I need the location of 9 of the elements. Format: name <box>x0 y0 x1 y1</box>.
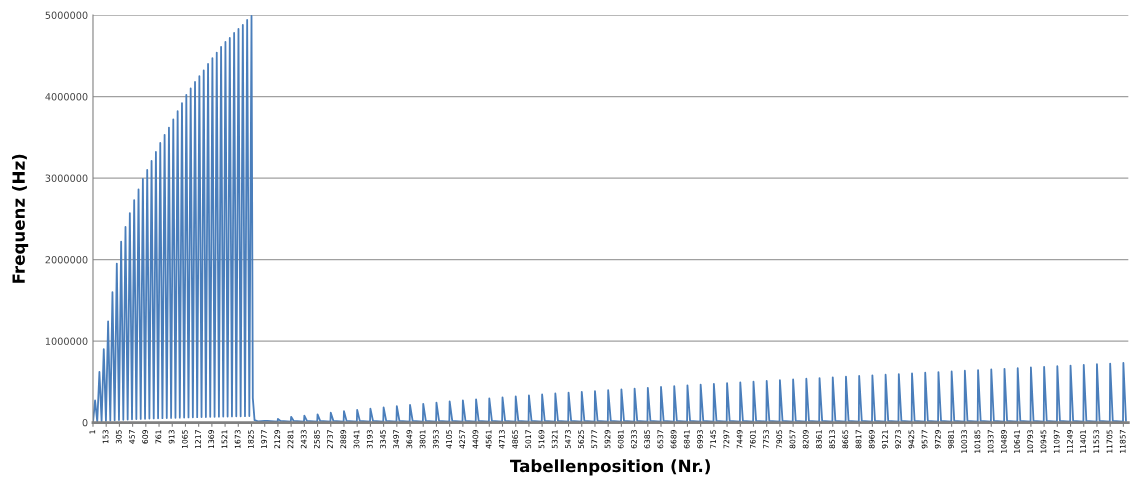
y-tick-label: 1000000 <box>45 337 88 345</box>
x-axis-title: Tabellenposition (Nr.) <box>510 459 710 476</box>
y-tick-label: 4000000 <box>45 93 88 101</box>
y-tick-label: 3000000 <box>45 174 88 182</box>
y-tick-label: 5000000 <box>45 11 88 19</box>
line-series <box>92 15 1127 423</box>
y-tick-label: 0 <box>82 419 88 427</box>
y-tick-label: 2000000 <box>45 256 88 264</box>
y-axis-title: Frequenz (Hz) <box>12 154 29 283</box>
